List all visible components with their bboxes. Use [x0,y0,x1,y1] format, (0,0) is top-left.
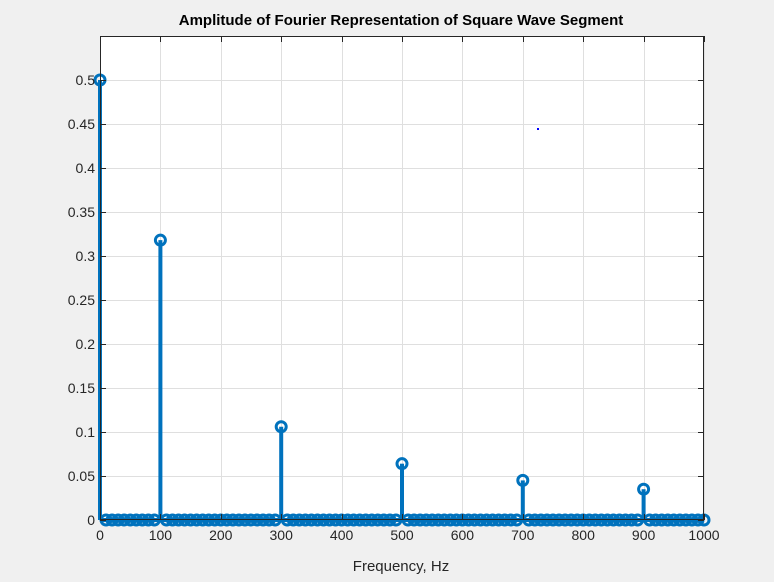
chart-title: Amplitude of Fourier Representation of S… [179,12,624,29]
stem-peak-marker [153,233,167,247]
stem-peak-marker [516,473,530,487]
x-tick-label: 500 [390,527,414,543]
x-tick-label: 1000 [688,527,719,543]
stem-peak-marker [637,482,651,496]
tick-labels: 0 100 200 300 400 500 600 700 800 900 1000 0 0.05 0.1… [68,72,720,543]
x-tick-label: 700 [511,527,535,543]
y-tick-label: 0.5 [76,72,96,88]
y-tick-label: 0.25 [68,292,95,308]
x-tick-label: 900 [632,527,656,543]
x-axis-label: Frequency, Hz [353,558,449,575]
y-tick-label: 0.4 [76,160,96,176]
x-tick-label: 800 [572,527,596,543]
y-tick-label: 0.05 [68,468,95,484]
x-tick-label: 200 [209,527,233,543]
x-tick-label: 0 [96,527,104,543]
y-tick-label: 0.45 [68,116,95,132]
y-tick-label: 0.1 [76,424,96,440]
x-tick-label: 600 [451,527,475,543]
y-tick-label: 0.2 [76,336,96,352]
x-tick-label: 300 [270,527,294,543]
stem-peak-marker [274,420,288,434]
x-tick-label: 100 [149,527,173,543]
y-tick-label: 0.15 [68,380,95,396]
stem-peak-marker [395,457,409,471]
axes-frame [100,36,705,521]
grid [100,36,705,521]
x-tick-label: 400 [330,527,354,543]
y-tick-label: 0 [87,512,95,528]
stray-marker [537,128,539,130]
y-tick-label: 0.3 [76,248,96,264]
y-tick-label: 0.35 [68,204,95,220]
